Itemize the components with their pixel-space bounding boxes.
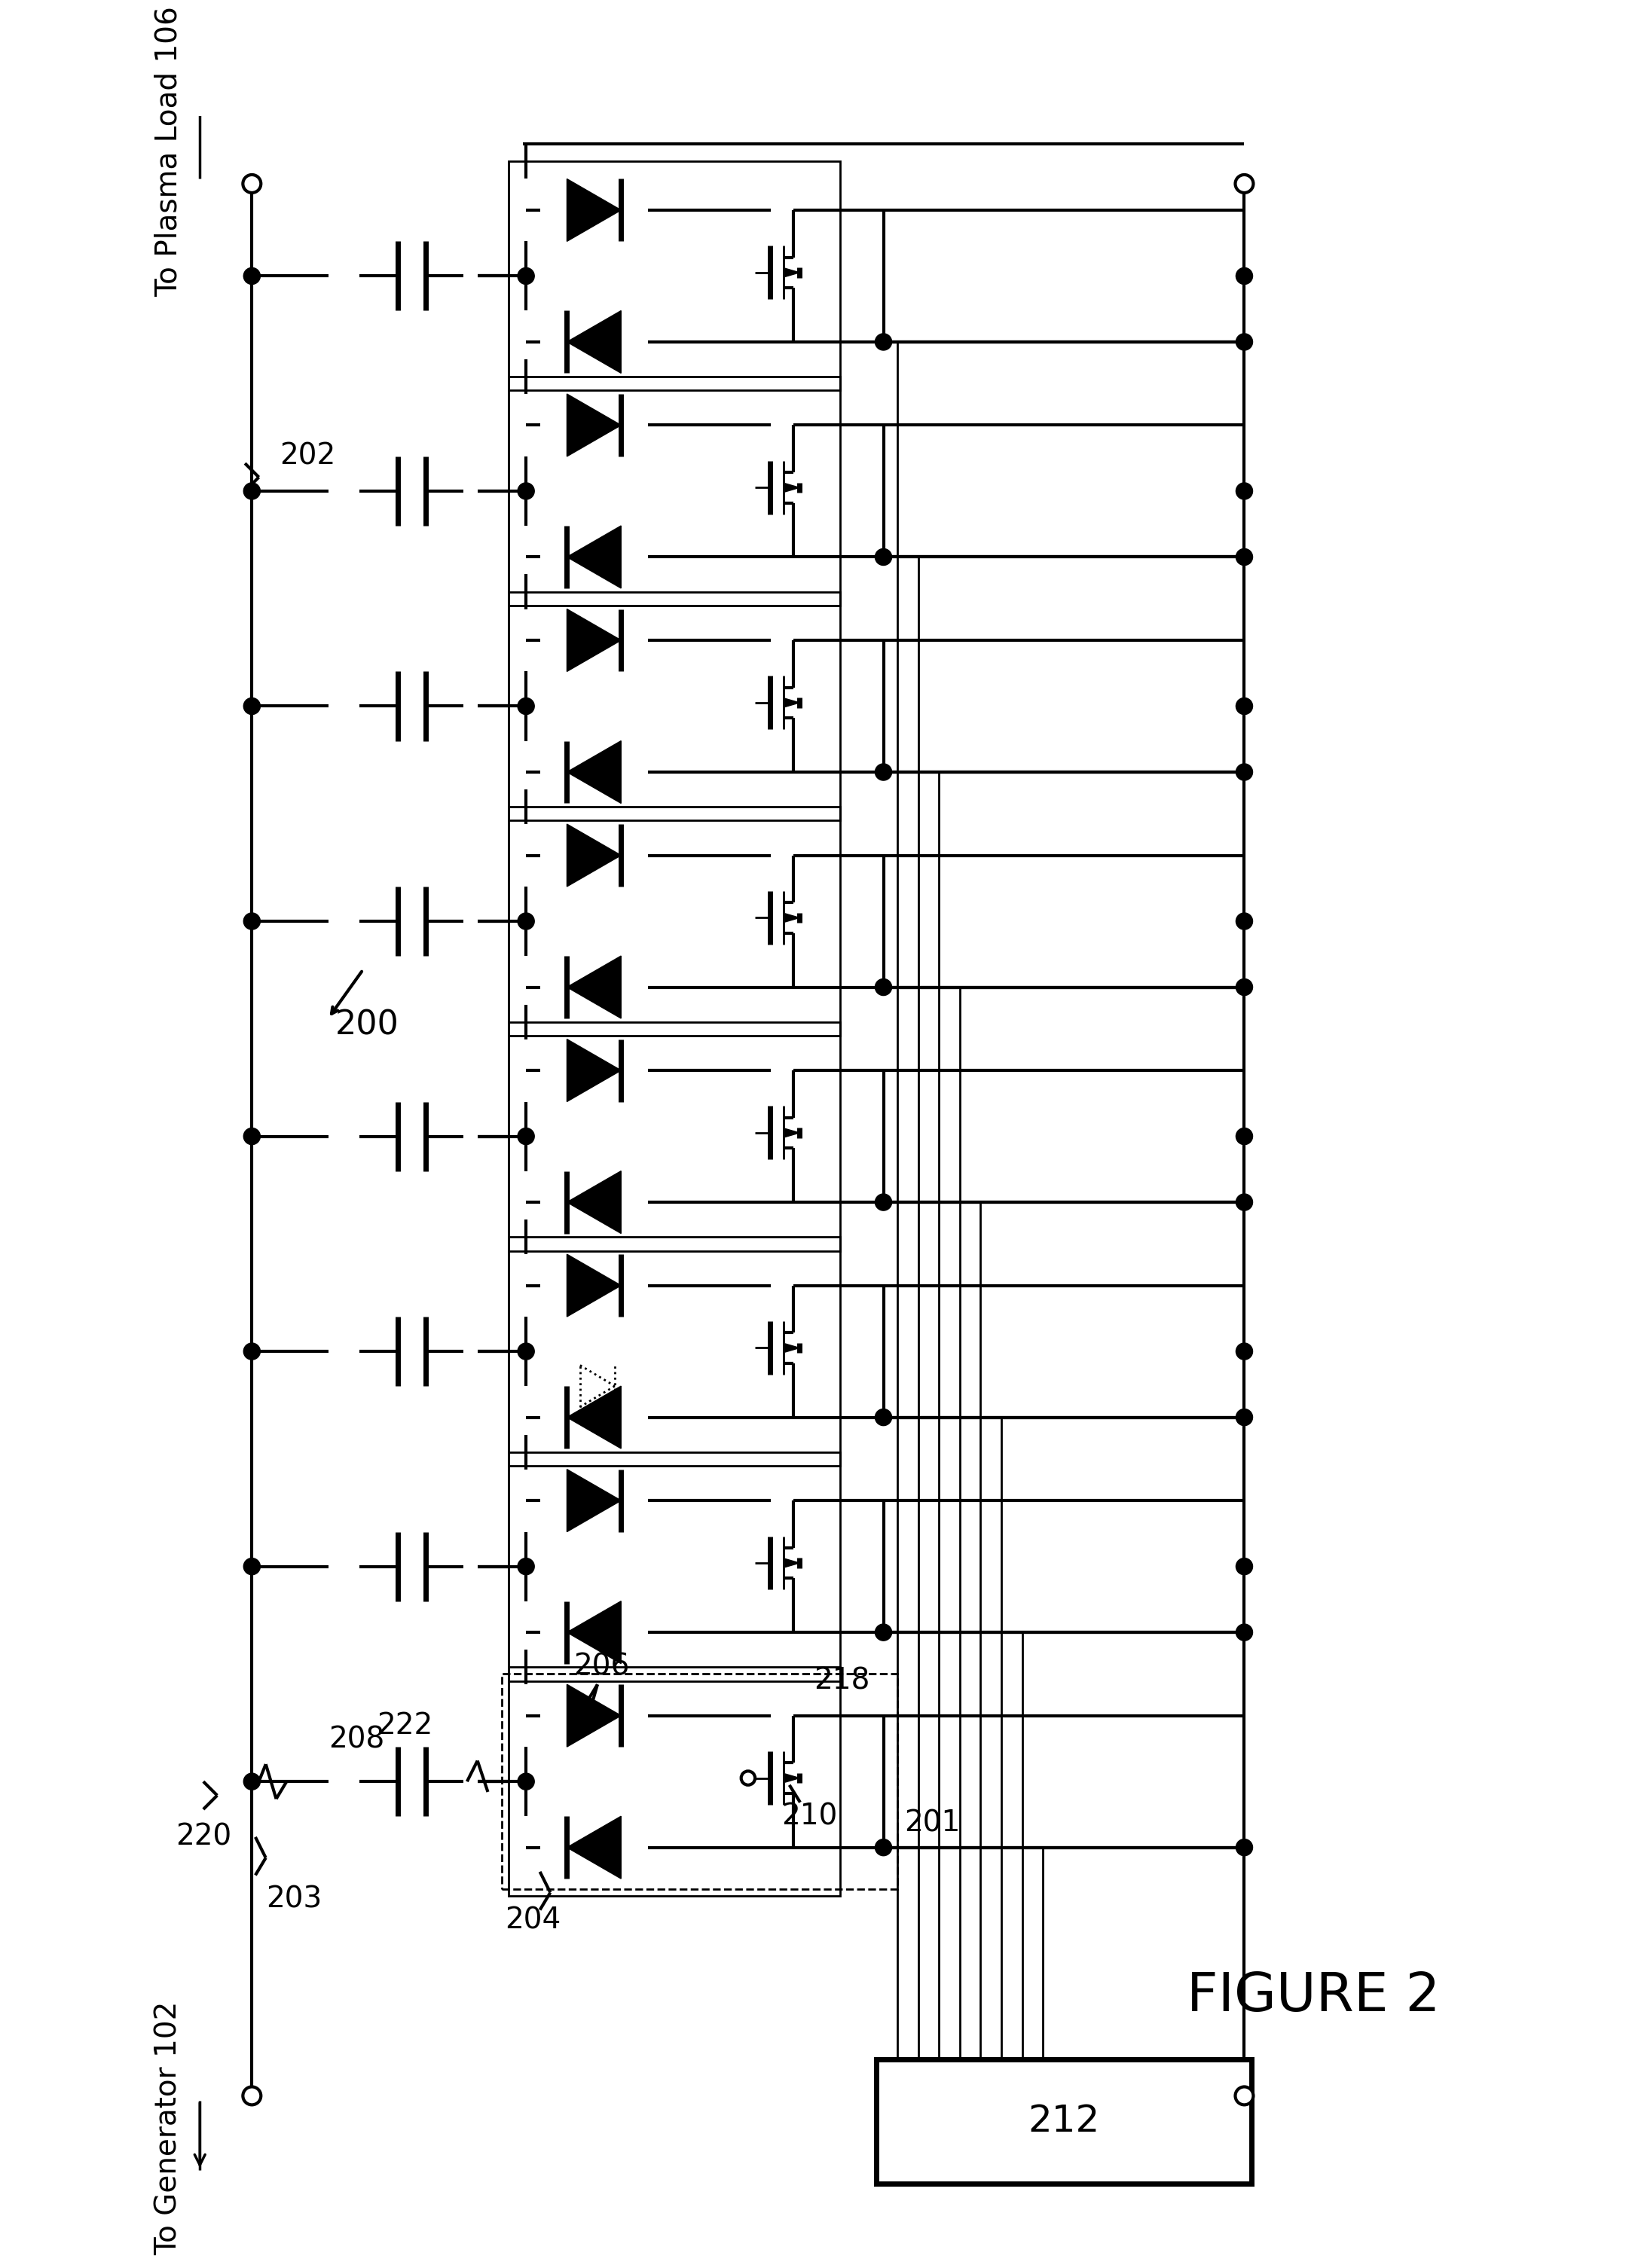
Circle shape <box>244 699 260 714</box>
Polygon shape <box>567 1470 621 1531</box>
Circle shape <box>518 268 535 284</box>
Circle shape <box>244 268 260 284</box>
Circle shape <box>518 1558 535 1574</box>
Bar <box>508 1023 840 1250</box>
Circle shape <box>875 1839 891 1855</box>
Circle shape <box>875 1408 891 1427</box>
Circle shape <box>244 175 262 193</box>
Circle shape <box>1236 980 1252 996</box>
Text: 212: 212 <box>1028 2102 1100 2139</box>
Polygon shape <box>567 1039 621 1102</box>
Text: To Plasma Load 106: To Plasma Load 106 <box>154 7 183 297</box>
Text: 208: 208 <box>329 1726 384 1753</box>
Circle shape <box>518 699 535 714</box>
Text: 206: 206 <box>574 1653 629 1681</box>
Circle shape <box>1236 699 1252 714</box>
Polygon shape <box>785 1129 800 1136</box>
Text: 203: 203 <box>267 1885 322 1914</box>
Bar <box>508 807 840 1036</box>
Polygon shape <box>785 1774 800 1783</box>
Circle shape <box>1236 1624 1252 1640</box>
Text: 220: 220 <box>175 1823 232 1851</box>
Polygon shape <box>567 395 621 456</box>
Text: 210: 210 <box>782 1803 837 1830</box>
Circle shape <box>875 1624 891 1640</box>
Circle shape <box>1236 914 1252 930</box>
Circle shape <box>244 1127 260 1145</box>
Circle shape <box>875 549 891 565</box>
Polygon shape <box>567 1601 621 1665</box>
Circle shape <box>1236 1127 1252 1145</box>
Circle shape <box>518 483 535 499</box>
Circle shape <box>1236 175 1254 193</box>
Text: To Generator 102: To Generator 102 <box>154 2000 183 2254</box>
Bar <box>508 1452 840 1681</box>
Polygon shape <box>567 526 621 587</box>
Polygon shape <box>567 311 621 374</box>
Circle shape <box>518 1127 535 1145</box>
Circle shape <box>741 1771 755 1785</box>
Polygon shape <box>567 823 621 887</box>
Circle shape <box>1236 549 1252 565</box>
Bar <box>508 592 840 821</box>
Polygon shape <box>567 955 621 1018</box>
Bar <box>508 376 840 606</box>
Text: 222: 222 <box>376 1712 433 1740</box>
Polygon shape <box>567 610 621 671</box>
Circle shape <box>1236 2087 1254 2105</box>
Circle shape <box>518 1774 535 1789</box>
Polygon shape <box>785 699 800 708</box>
Circle shape <box>875 1193 891 1211</box>
Circle shape <box>1236 333 1252 349</box>
Polygon shape <box>567 1386 621 1449</box>
Polygon shape <box>567 1685 621 1746</box>
Circle shape <box>1236 1193 1252 1211</box>
Polygon shape <box>567 1817 621 1878</box>
Circle shape <box>1236 1839 1252 1855</box>
Text: 204: 204 <box>505 1905 561 1935</box>
Circle shape <box>244 1774 260 1789</box>
Text: 200: 200 <box>335 1009 399 1041</box>
Circle shape <box>1236 1558 1252 1574</box>
Polygon shape <box>567 1254 621 1318</box>
Circle shape <box>1236 1343 1252 1361</box>
Bar <box>508 1667 840 1896</box>
Polygon shape <box>785 1558 800 1567</box>
Circle shape <box>244 1343 260 1361</box>
Circle shape <box>244 914 260 930</box>
Circle shape <box>1236 1408 1252 1427</box>
Circle shape <box>875 333 891 349</box>
Text: 218: 218 <box>814 1667 870 1694</box>
Circle shape <box>244 1558 260 1574</box>
Bar <box>508 161 840 390</box>
Polygon shape <box>785 914 800 923</box>
Circle shape <box>1236 764 1252 780</box>
Polygon shape <box>567 1170 621 1234</box>
Polygon shape <box>567 179 621 240</box>
Circle shape <box>518 914 535 930</box>
Circle shape <box>244 483 260 499</box>
Text: 201: 201 <box>904 1810 960 1837</box>
Circle shape <box>244 2087 262 2105</box>
Circle shape <box>518 1343 535 1361</box>
Bar <box>502 1674 898 1889</box>
Polygon shape <box>785 1343 800 1352</box>
Bar <box>876 2059 1251 2184</box>
Circle shape <box>1236 268 1252 284</box>
Bar <box>508 1236 840 1465</box>
Circle shape <box>1236 483 1252 499</box>
Polygon shape <box>785 483 800 492</box>
Circle shape <box>875 980 891 996</box>
Text: 202: 202 <box>280 442 335 469</box>
Circle shape <box>875 764 891 780</box>
Polygon shape <box>785 268 800 277</box>
Polygon shape <box>567 742 621 803</box>
Text: FIGURE 2: FIGURE 2 <box>1187 1971 1440 2023</box>
